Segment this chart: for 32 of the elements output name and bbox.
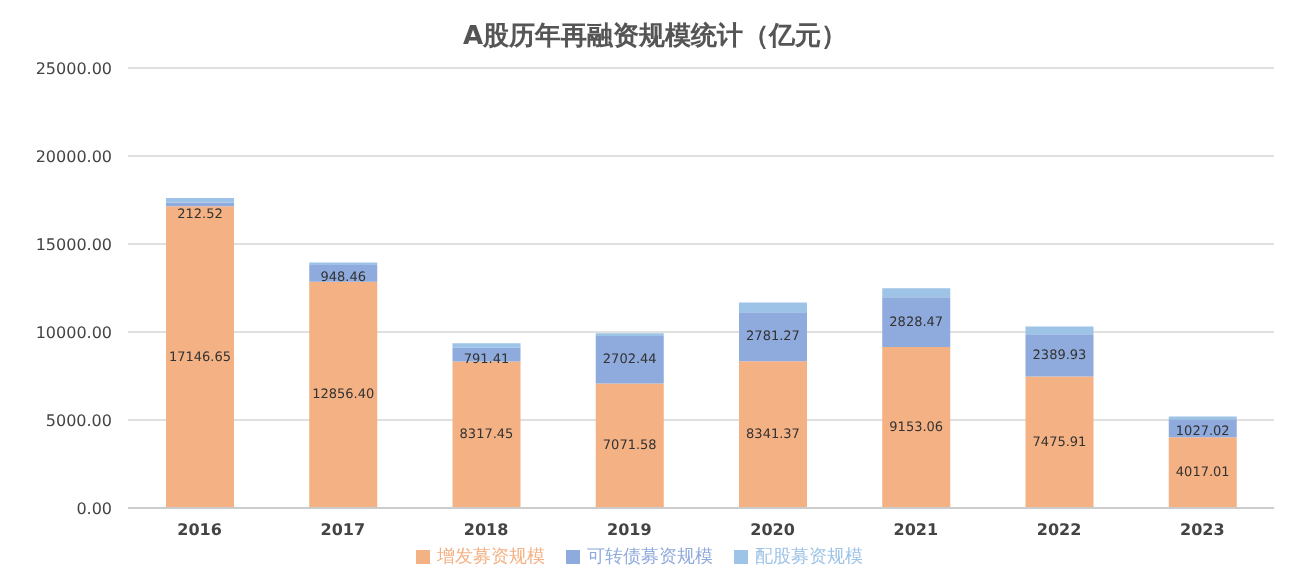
legend-label: 配股募资规模 — [755, 548, 863, 568]
legend-label: 可转债募资规模 — [587, 548, 713, 568]
bar — [739, 361, 807, 508]
x-tick-label: 2022 — [1036, 521, 1082, 540]
y-tick-label: 20000.00 — [35, 147, 112, 166]
x-tick-label: 2023 — [1180, 521, 1225, 540]
legend-label: 增发募资规模 — [437, 548, 545, 568]
x-tick-label: 2020 — [750, 521, 796, 540]
chart-title: A股历年再融资规模统计（亿元） — [460, 19, 850, 56]
y-tick-label: 10000.00 — [35, 323, 112, 342]
y-tick-label: 5000.00 — [45, 411, 112, 430]
x-tick-label: 2017 — [320, 521, 366, 540]
bar — [882, 346, 951, 508]
bar — [309, 281, 378, 508]
y-tick-label: 25000.00 — [35, 59, 112, 78]
bar — [739, 302, 807, 313]
bar — [739, 312, 807, 362]
bar — [1168, 437, 1237, 508]
bar — [1025, 376, 1094, 508]
x-tick-label: 2018 — [463, 521, 510, 540]
bar — [452, 361, 521, 508]
y-tick-label: 15000.00 — [35, 235, 112, 254]
bar — [166, 206, 234, 508]
bar — [1025, 326, 1094, 335]
bar — [882, 297, 951, 347]
x-tick-label: 2021 — [893, 521, 940, 540]
x-tick-label: 2016 — [177, 521, 223, 540]
bar — [595, 383, 664, 508]
y-tick-label: 0.00 — [76, 499, 112, 518]
bar — [882, 288, 951, 298]
bar — [595, 335, 664, 384]
x-tick-label: 2019 — [607, 521, 653, 540]
